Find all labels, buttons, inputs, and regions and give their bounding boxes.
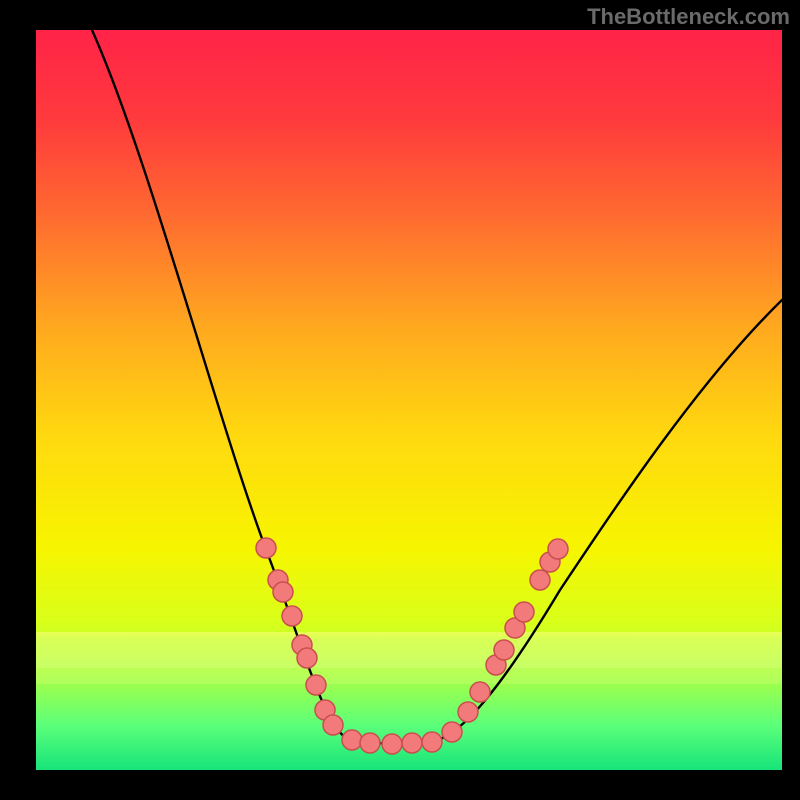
data-point-marker [306,675,326,695]
data-point-marker [342,730,362,750]
data-point-marker [297,648,317,668]
bottleneck-curve-chart [0,0,800,800]
data-point-marker [422,732,442,752]
data-point-marker [256,538,276,558]
data-point-marker [514,602,534,622]
data-point-marker [548,539,568,559]
data-point-marker [323,715,343,735]
data-point-marker [458,702,478,722]
data-point-marker [382,734,402,754]
pale-haze-bands [36,632,782,684]
data-point-marker [282,606,302,626]
data-point-marker [360,733,380,753]
data-point-marker [470,682,490,702]
data-point-marker [402,733,422,753]
chart-canvas: TheBottleneck.com [0,0,800,800]
watermark-text: TheBottleneck.com [587,4,790,30]
data-point-marker [273,582,293,602]
data-point-marker [494,640,514,660]
data-point-marker [530,570,550,590]
data-point-marker [442,722,462,742]
